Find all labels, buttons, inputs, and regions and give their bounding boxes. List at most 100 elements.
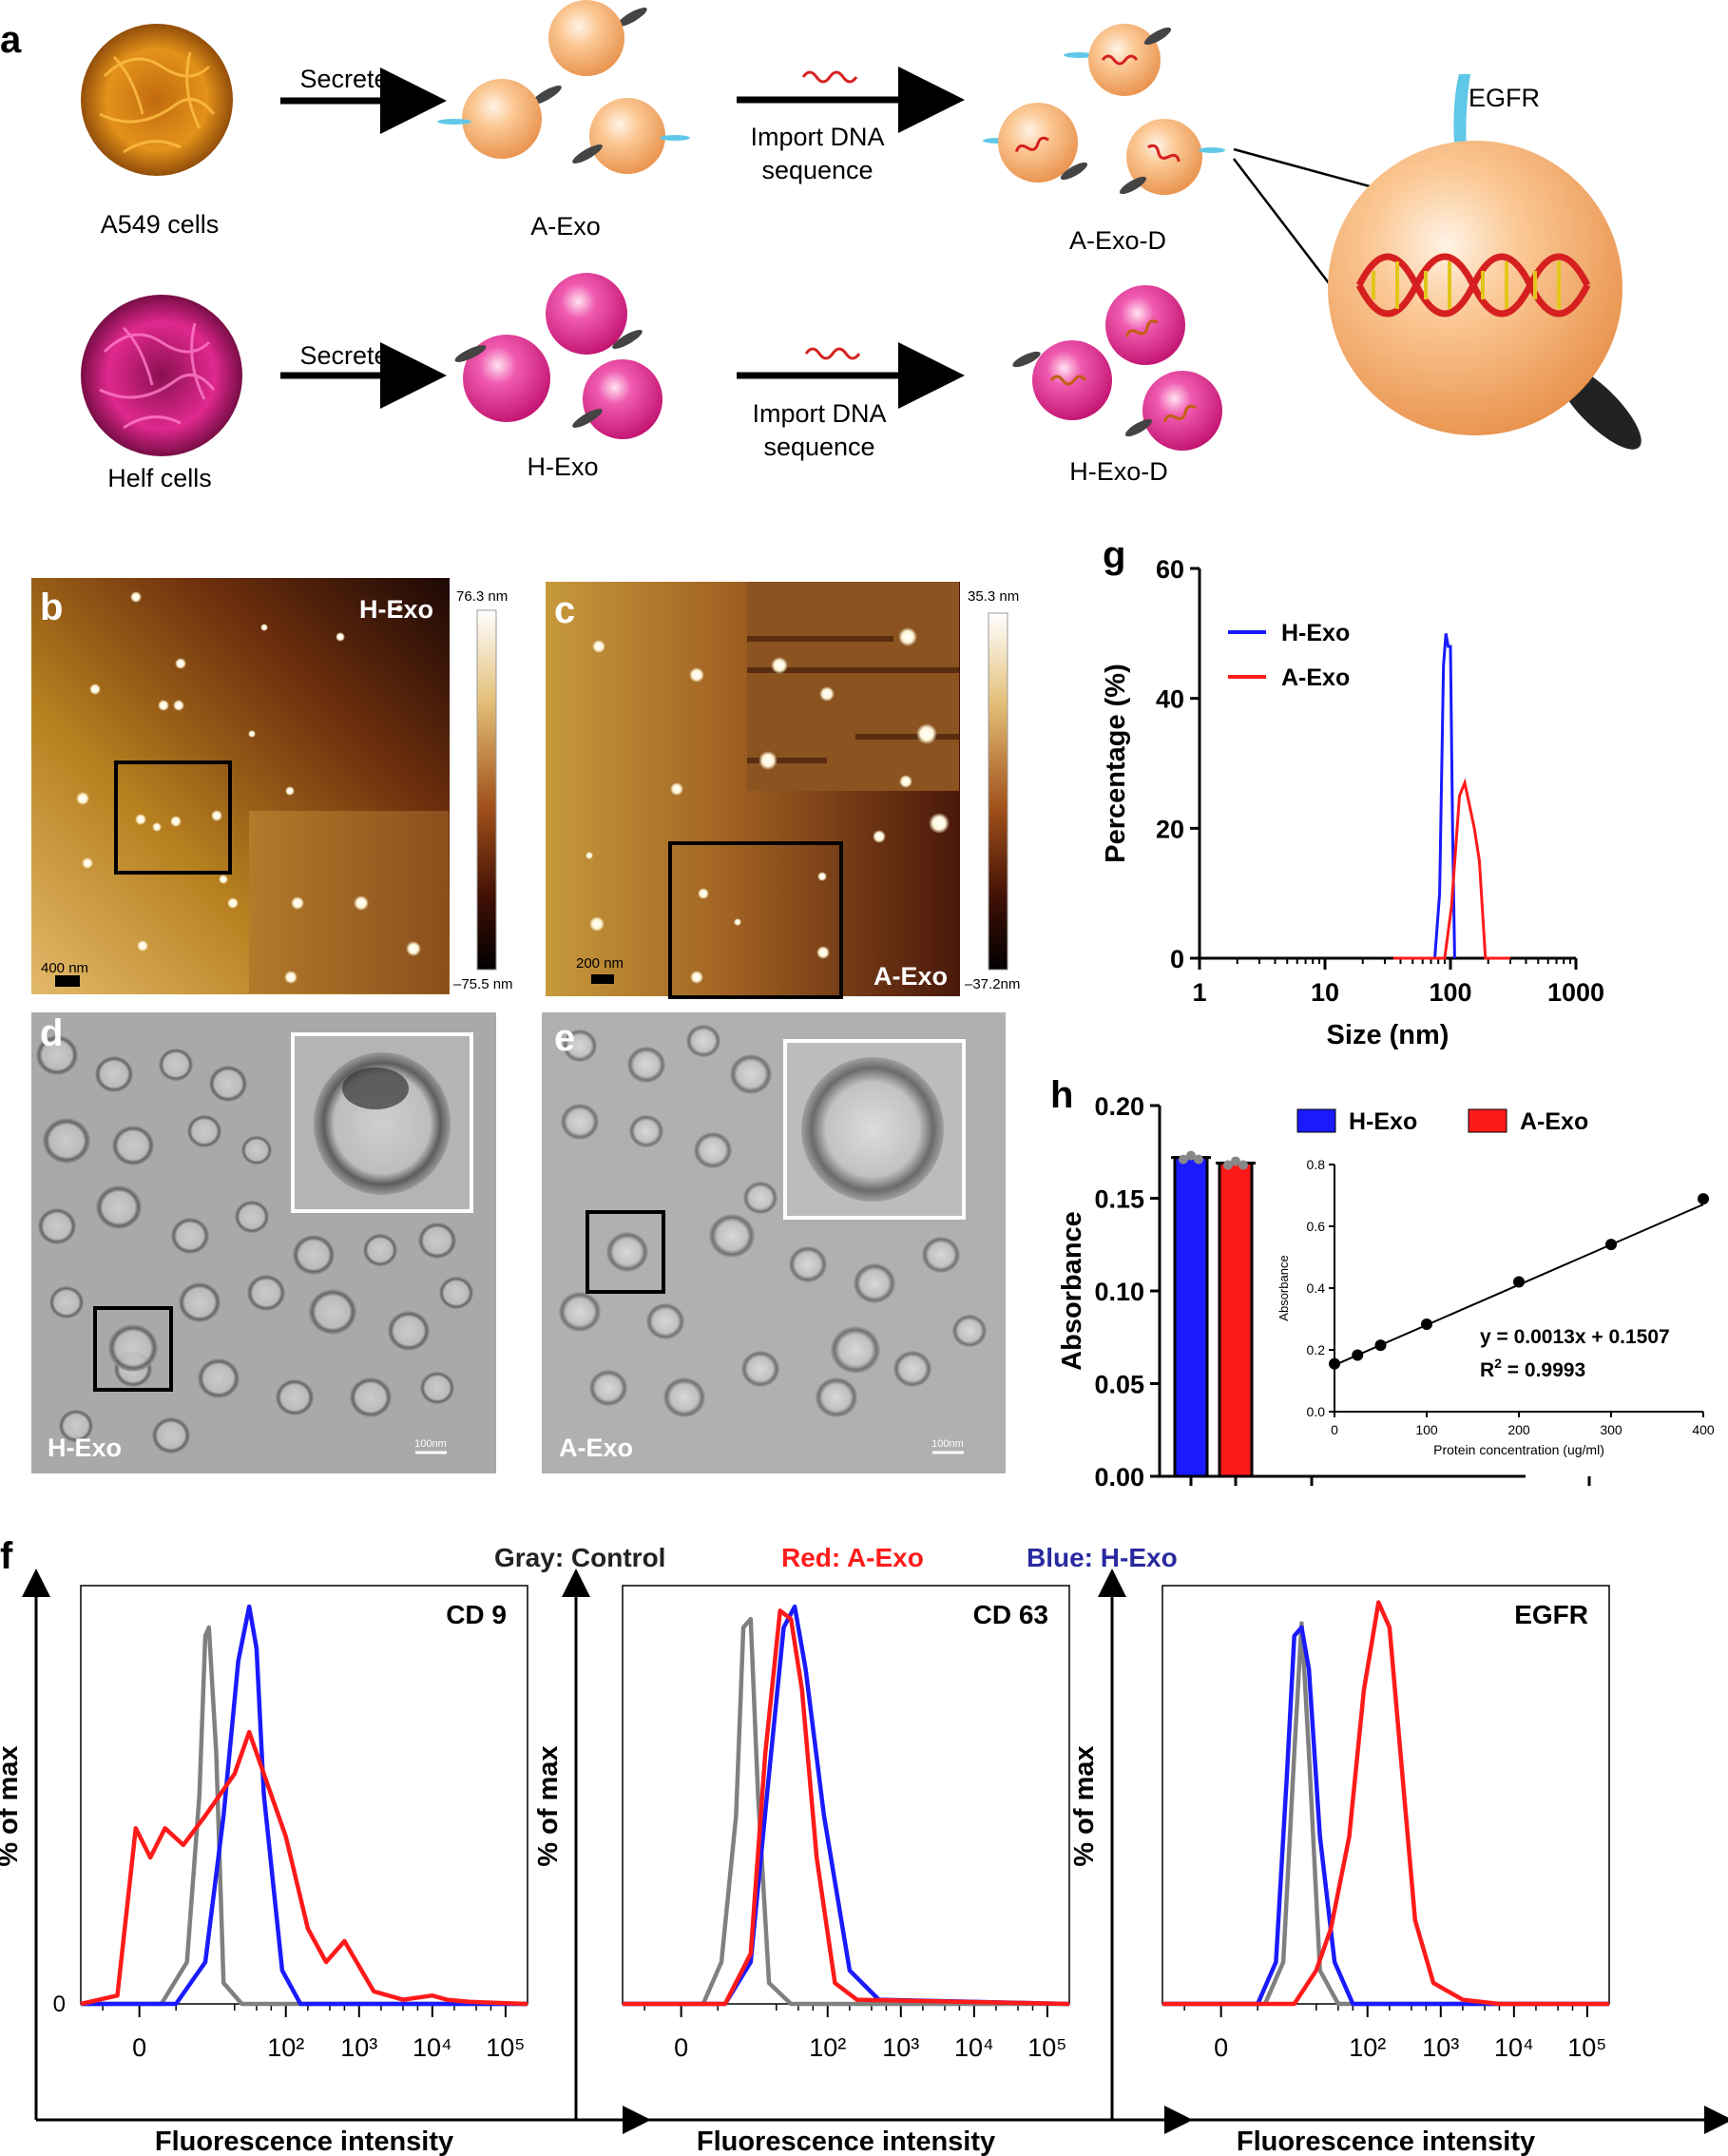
- inset-data-point: [1374, 1339, 1387, 1352]
- h-y-tick-label: 0.00: [1094, 1463, 1144, 1492]
- tem-vesicle: [606, 1232, 648, 1272]
- legend-a-exo: Red: A-Exo: [781, 1543, 924, 1572]
- f1-plot-title: CD 9: [446, 1600, 507, 1629]
- tem-vesicle: [241, 1135, 272, 1165]
- h-bar-data-point: [1179, 1154, 1188, 1165]
- g-y-tick-label: 40: [1156, 685, 1184, 714]
- inset-data-point: [1352, 1349, 1364, 1361]
- h-legend-swatch: [1468, 1108, 1507, 1133]
- panel-d-sample-label: H-Exo: [48, 1434, 122, 1462]
- f1-x-tick-label: 10²: [267, 2033, 304, 2062]
- colorbar-b-min: –75.5 nm: [453, 976, 513, 992]
- h-exo-d-label: H-Exo-D: [1069, 457, 1168, 486]
- f2-histogram-a-exo: [623, 1608, 1070, 2007]
- tem-vesicle: [38, 1208, 76, 1244]
- h-bar-data-point: [1223, 1160, 1233, 1170]
- tem-vesicle: [559, 1292, 601, 1332]
- panel-b: 400 nm b H-Exo 76.3 nm –75.5 nm: [31, 578, 513, 994]
- h-legend-label: H-Exo: [1349, 1108, 1417, 1135]
- panel-letter-c: c: [554, 589, 575, 631]
- h-legend-label: A-Exo: [1520, 1108, 1588, 1135]
- f2-x-axis-label: Fluorescence intensity: [697, 2127, 995, 2156]
- panel-b-sample-label: H-Exo: [359, 595, 433, 624]
- f2-y-axis-label: % of max: [533, 1745, 564, 1866]
- afm-selection-box-a-exo: [668, 841, 843, 999]
- secrete-top-label: Secrete: [299, 65, 388, 93]
- panel-letter-d: d: [40, 1012, 63, 1054]
- f2-x-tick-label: 10⁵: [1027, 2033, 1066, 2062]
- f1-x-axis-label: Fluorescence intensity: [155, 2127, 453, 2156]
- f3-histogram-control: [1162, 1621, 1609, 2007]
- tem-vesicle: [388, 1311, 430, 1351]
- tem-vesicles-a-exo: [559, 1024, 987, 1417]
- r2-value: = 0.9993: [1502, 1359, 1585, 1381]
- panel-c-sample-label: A-Exo: [874, 962, 948, 991]
- tem-vesicle: [893, 1351, 931, 1387]
- g-series-line-a-exo: [1392, 778, 1510, 960]
- h-y-tick-label: 0.20: [1094, 1092, 1144, 1121]
- g-legend-label: A-Exo: [1281, 664, 1350, 691]
- tem-vesicle: [952, 1314, 987, 1348]
- h-exo-label: H-Exo: [527, 452, 598, 481]
- tem-vesicle: [646, 1303, 684, 1339]
- f3-histogram-a-exo: [1162, 1600, 1609, 2007]
- legend-control: Gray: Control: [494, 1543, 665, 1572]
- scalebar-label-d: 100nm: [414, 1438, 447, 1450]
- f3-x-tick-label: 10⁵: [1567, 2033, 1606, 2062]
- h-bar-data-point: [1194, 1154, 1203, 1165]
- f1-histogram-control: [81, 1625, 528, 2007]
- f2-x-tick-label: 10³: [882, 2033, 919, 2062]
- afm-particles-a-exo: [586, 627, 950, 984]
- scalebar-b: [55, 975, 80, 987]
- colorbar-c: [988, 612, 1008, 971]
- inset-x-tick-label: 400: [1692, 1422, 1715, 1437]
- tem-vesicle: [350, 1377, 392, 1417]
- tem-vesicle: [627, 1047, 665, 1083]
- f3-y-axis-label: % of max: [1069, 1745, 1100, 1866]
- g-y-tick-label: 20: [1156, 815, 1184, 843]
- a-exo-label: A-Exo: [530, 212, 601, 241]
- h-bar-h-exo: [1173, 1156, 1209, 1478]
- panel-letter-g: g: [1103, 534, 1125, 576]
- panel-letter-f: f: [0, 1535, 13, 1577]
- panel-f: f Gray: Control Red: A-Exo Blue: H-Exo C…: [0, 1535, 1728, 2156]
- inset-data-point: [1329, 1357, 1340, 1370]
- g-y-tick-label: 0: [1170, 945, 1184, 973]
- dna-icon-top: [801, 70, 858, 84]
- tem-vesicle: [59, 1409, 93, 1443]
- inset-data-point: [1605, 1239, 1617, 1251]
- tem-vesicle: [561, 1104, 599, 1140]
- tem-vesicle: [730, 1054, 772, 1094]
- tem-vesicle: [686, 1024, 720, 1058]
- tem-vesicle: [663, 1377, 705, 1417]
- panel-letter-e: e: [554, 1017, 575, 1059]
- tem-vesicle: [36, 1035, 78, 1075]
- tem-selection-box-h-exo: [93, 1306, 173, 1392]
- tem-vesicle: [43, 1118, 90, 1164]
- scalebar-label-b: 400 nm: [41, 960, 88, 976]
- a-exo-d-vesicles: [983, 24, 1225, 195]
- standard-curve-inset: 0.0 0.2 0.4 0.6 0.8 0 100 200 300 400 Protein conc…: [1277, 1157, 1715, 1457]
- f1-y-zero-label: 0: [53, 1992, 66, 2017]
- f1-x-tick-label: 0: [132, 2033, 146, 2062]
- panel-letter-a: a: [0, 19, 22, 61]
- tem-selection-box-a-exo: [586, 1210, 665, 1294]
- inset-y-tick-label: 0.6: [1307, 1219, 1326, 1234]
- inset-y-tick-label: 0.2: [1307, 1342, 1326, 1357]
- tem-vesicle: [159, 1048, 193, 1082]
- panel-e: e A-Exo 100nm: [542, 1012, 1006, 1473]
- tem-vesicle: [589, 1370, 627, 1406]
- colorbar-b: [476, 609, 497, 971]
- tem-vesicle: [420, 1371, 454, 1405]
- f3-plot-title: EGFR: [1514, 1600, 1588, 1629]
- inset-data-point: [1698, 1193, 1709, 1205]
- g-x-tick-label: 10: [1311, 978, 1339, 1007]
- tem-inset-dark-region: [342, 1068, 409, 1109]
- tem-vesicle: [854, 1263, 895, 1303]
- f2-x-tick-label: 10⁴: [954, 2033, 994, 2062]
- tem-vesicle: [741, 1351, 779, 1387]
- inset-y-tick-label: 0.4: [1307, 1280, 1326, 1296]
- afm-inset-a-exo: [747, 582, 959, 791]
- f2-x-tick-label: 0: [674, 2033, 688, 2062]
